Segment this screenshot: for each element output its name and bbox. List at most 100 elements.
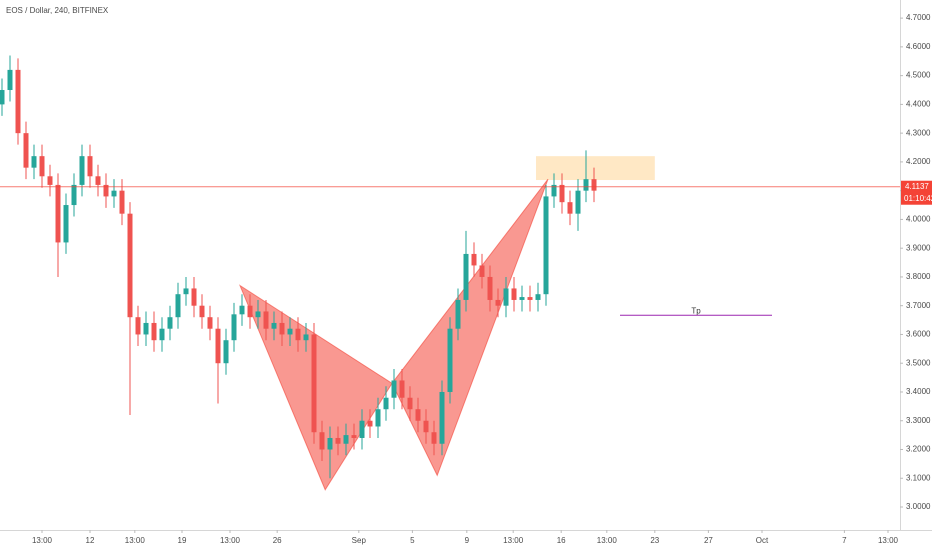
candle-body [359,420,365,438]
y-tick-label: 3.8000 [906,272,931,281]
zone-box [536,156,655,181]
candle-body [47,176,53,185]
candle-body [287,328,293,335]
x-tick-label: 12 [86,536,95,545]
candle-body [303,334,309,341]
candle-body [7,69,13,91]
y-tick-label: 3.3000 [906,416,931,425]
candle-body [503,288,509,306]
y-tick-label: 3.5000 [906,358,931,367]
y-tick-label: 4.3000 [906,128,931,137]
candle-body [423,420,429,433]
candle-body [535,294,541,300]
x-tick-label: Sep [352,536,367,545]
candle-body [255,311,261,318]
candle-body [463,253,469,300]
candle-body [319,432,325,450]
candle-body [447,328,453,392]
y-tick-label: 4.6000 [906,42,931,51]
x-tick-label: 26 [273,536,282,545]
x-tick-label: 16 [557,536,566,545]
chart-title: EOS / Dollar, 240, BITFINEX [6,6,109,15]
candle-body [375,409,381,427]
candle-body [231,314,237,341]
candle-body [183,288,189,295]
candle-body [391,380,397,398]
candle-body [63,205,69,243]
x-tick-label: 13:00 [125,536,146,545]
x-tick-label: 23 [650,536,659,545]
candle-body [583,179,589,191]
y-tick-label: 4.2000 [906,157,931,166]
candle-body [143,322,149,335]
candle-body [519,297,525,300]
x-tick-label: 13:00 [503,536,524,545]
candle-body [207,317,213,329]
candle-body [71,184,77,206]
countdown-label: 01:10:42 [904,194,932,203]
candle-body [239,305,245,315]
candle-body [79,156,85,185]
candle-body [271,322,277,329]
candle-body [399,380,405,398]
candle-body [175,294,181,318]
pattern-triangle [391,178,549,477]
candle-body [119,190,125,214]
y-tick-label: 3.1000 [906,473,931,482]
candle-body [15,69,21,134]
candle-body [23,133,29,168]
candle-body [343,435,349,444]
candle-body [135,317,141,335]
x-tick-label: 13:00 [32,536,53,545]
candle-body [215,328,221,364]
tp-label: Tp [691,306,701,315]
x-tick-label: 13:00 [597,536,618,545]
candle-body [367,420,373,427]
y-tick-label: 3.0000 [906,502,931,511]
last-price-box [901,180,932,205]
candle-body [279,322,285,335]
candle-body [159,328,165,341]
y-tick-label: 3.7000 [906,301,931,310]
x-tick-label: 5 [410,536,415,545]
candle-body [295,328,301,341]
candle-body [31,156,37,168]
candle-body [487,276,493,300]
candle-body [567,202,573,214]
y-tick-label: 3.6000 [906,330,931,339]
x-tick-label: 27 [704,536,713,545]
x-tick-label: 13:00 [220,536,241,545]
last-price-label: 4.1137 [905,182,929,191]
candle-body [247,305,253,318]
x-tick-label: 7 [842,536,847,545]
x-tick-label: 13:00 [878,536,899,545]
candle-body [559,184,565,203]
candle-body [455,299,461,329]
candle-body [263,311,269,329]
y-tick-label: 4.0000 [906,215,931,224]
candle-body [103,184,109,197]
candle-body [311,334,317,433]
candle-body [575,190,581,214]
candle-body [327,437,333,450]
candle-body [527,297,533,300]
candle-body [191,288,197,306]
candle-body [591,179,597,191]
candle-body [407,397,413,410]
y-tick-label: 3.9000 [906,243,931,252]
candle-body [87,156,93,177]
candle-body [415,409,421,421]
y-tick-label: 3.4000 [906,387,931,396]
candle-body [0,90,5,105]
y-tick-label: 4.5000 [906,71,931,80]
candle-body [39,156,45,177]
y-tick-label: 4.4000 [906,100,931,109]
candle-body [383,397,389,410]
candle-body [335,437,341,444]
y-tick-label: 3.2000 [906,445,931,454]
candle-body [431,432,437,444]
candle-body [479,265,485,277]
candle-body [551,184,557,197]
candle-body [543,196,549,295]
